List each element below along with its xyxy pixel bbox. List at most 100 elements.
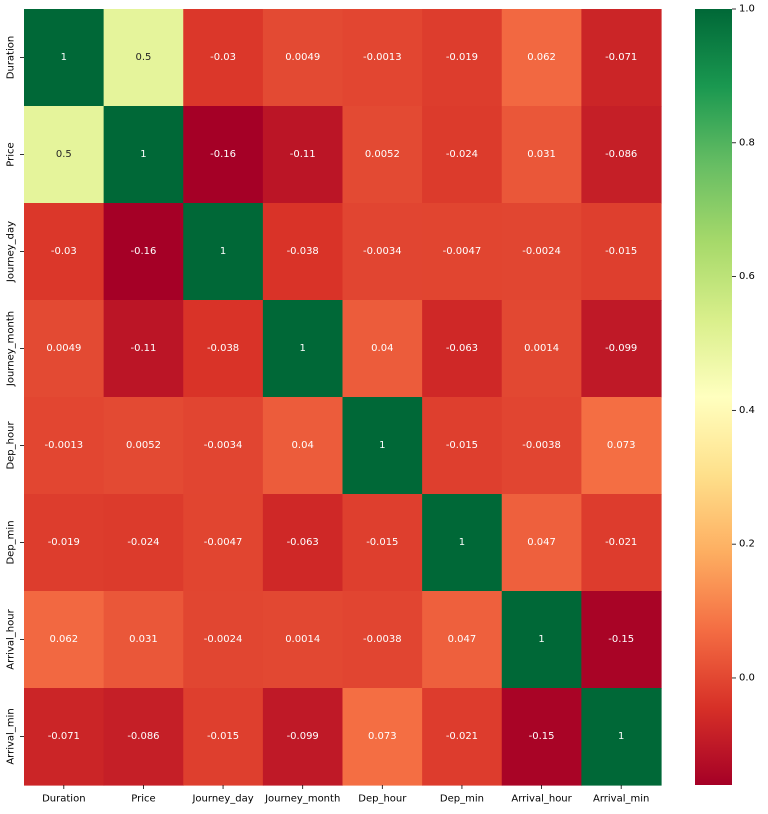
heatmap-cell [501,106,582,204]
heatmap-cell [183,591,264,689]
cell-value-label: 0.047 [527,537,556,548]
heatmap-cell [262,300,344,398]
cell-value-label: -0.024 [446,149,478,160]
heatmap-cell [501,300,582,398]
cell-value-label: -0.0024 [204,634,243,645]
cell-value-label: -0.03 [51,246,77,257]
cell-value-label: -0.021 [605,537,637,548]
cell-value-label: -0.0038 [522,440,561,451]
cell-value-label: 0.0049 [46,343,81,354]
heatmap-cell [342,397,423,495]
cell-value-label: -0.015 [207,731,239,742]
heatmap-cell [501,9,582,107]
heatmap-cell [581,203,662,301]
y-tick-label: Price [6,142,17,166]
heatmap-cell [342,591,423,689]
heatmap-cell-labels: 1 0.5 -0.03 0.0049 -0.0013 -0.019 0.062 -0.071 0… [45,52,638,742]
heatmap-cell [24,106,105,204]
heatmap-cell [24,9,105,107]
cell-value-label: 1 [61,52,67,63]
heatmap-cell [422,106,503,204]
heatmap-cell [183,203,264,301]
cell-value-label: 1 [220,246,226,257]
colorbar: 0.0 0.2 0.4 0.6 0.8 1.0 [695,4,755,785]
y-tick-label: Journey_day [6,221,17,283]
y-tick-label: Journey_month [6,311,17,387]
cell-value-label: -0.063 [446,343,478,354]
cell-value-label: -0.038 [287,246,319,257]
y-tick-label: Dep_min [6,520,17,564]
x-tick-label: Journey_day [191,794,253,805]
cell-value-label: -0.019 [48,537,80,548]
cell-value-label: -0.16 [131,246,157,257]
x-tick-label: Journey_month [264,794,340,805]
heatmap-cell [581,300,662,398]
heatmap-cell [581,9,662,107]
cell-value-label: -0.11 [290,149,316,160]
cell-value-label: -0.024 [127,537,159,548]
colorbar-tick-label: 0.0 [739,672,755,683]
cell-value-label: -0.071 [605,52,637,63]
cell-value-label: 0.031 [129,634,158,645]
cell-value-label: 0.5 [56,149,72,160]
cell-value-label: -0.021 [446,731,478,742]
heatmap-cell [183,688,264,786]
cell-value-label: 0.073 [368,731,397,742]
y-tick-label: Arrival_min [6,708,17,764]
heatmap-cell [103,9,184,107]
x-tick-label: Price [131,794,155,805]
cell-value-label: -0.15 [529,731,555,742]
heatmap-cell [262,688,344,786]
heatmap-cell [183,397,264,495]
heatmap-cell [103,397,184,495]
cell-value-label: -0.0047 [443,246,482,257]
cell-value-label: -0.0034 [363,246,402,257]
x-tick-label: Arrival_min [593,794,649,805]
cell-value-label: -0.019 [446,52,478,63]
cell-value-label: 1 [538,634,544,645]
y-tick-label: Dep_hour [6,421,17,470]
cell-value-label: 0.031 [527,149,556,160]
cell-value-label: -0.086 [605,149,637,160]
heatmap-cell [262,203,344,301]
cell-value-label: -0.0024 [522,246,561,257]
cell-value-label: -0.099 [605,343,637,354]
cell-value-label: 0.04 [292,440,314,451]
colorbar-tick-label: 0.2 [739,539,755,550]
cell-value-label: -0.15 [608,634,634,645]
heatmap-cell [24,203,105,301]
cell-value-label: 0.073 [607,440,636,451]
heatmap-cell [422,300,503,398]
cell-value-label: 0.04 [371,343,393,354]
heatmap-cell [581,591,662,689]
cell-value-label: -0.038 [207,343,239,354]
heatmap-cell [422,397,503,495]
cell-value-label: -0.015 [446,440,478,451]
y-tick-label: Arrival_hour [6,608,17,669]
colorbar-tick-label: 1.0 [739,4,755,15]
heatmap-cell [262,106,344,204]
heatmap-cell [103,203,184,301]
x-tick-label: Duration [42,794,85,805]
heatmap-cell [342,106,423,204]
heatmap-cell [262,397,344,495]
cell-value-label: -0.071 [48,731,80,742]
x-tick-label: Dep_hour [358,794,407,805]
colorbar-gradient [695,9,732,785]
cell-value-label: -0.16 [210,149,236,160]
cell-value-label: 0.0052 [126,440,161,451]
cell-value-label: 1 [300,343,306,354]
heatmap-cell [103,106,184,204]
cell-value-label: 0.062 [527,52,556,63]
x-tick-label: Dep_min [440,794,484,805]
cell-value-label: 0.5 [135,52,151,63]
heatmap-cells [24,9,662,786]
heatmap-cell [24,300,105,398]
heatmap-cell [183,300,264,398]
cell-value-label: 1 [459,537,465,548]
heatmap-cell [501,397,582,495]
cell-value-label: -0.015 [605,246,637,257]
heatmap-cell [103,300,184,398]
cell-value-label: -0.03 [210,52,236,63]
heatmap-cell [422,591,503,689]
